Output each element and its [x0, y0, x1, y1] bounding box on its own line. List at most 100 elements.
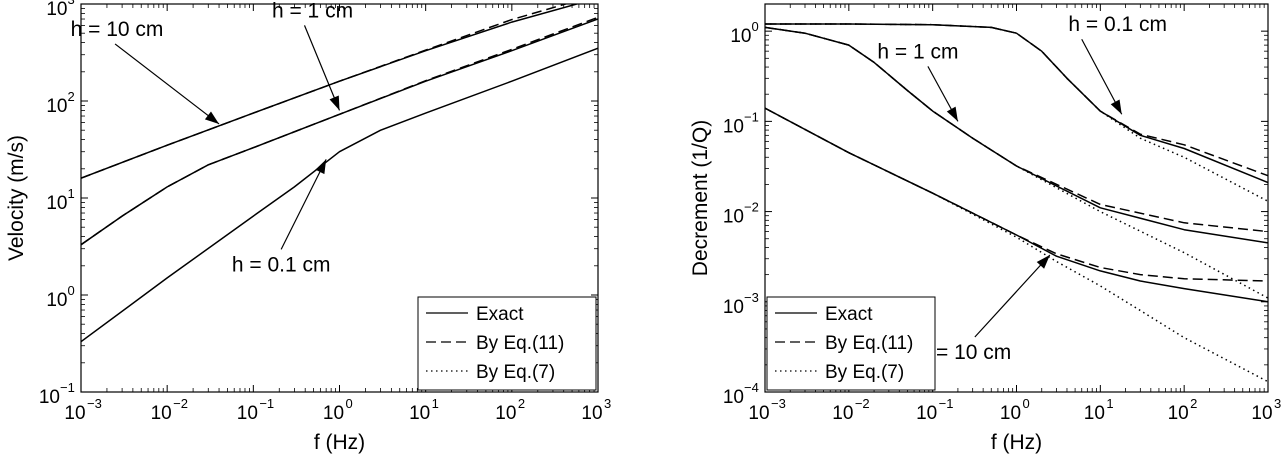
annotation-arrow	[1081, 38, 1123, 115]
x-tick-exponent: 1	[1106, 396, 1113, 411]
legend: Exact By Eq.(11) By Eq.(7)	[766, 296, 936, 391]
annotation-h-10-cm: h = 10 cm	[71, 18, 220, 125]
y-axis-label: Decrement (1/Q)	[689, 120, 712, 276]
annotation-arrow	[114, 43, 220, 125]
x-tick-label: 10	[323, 403, 344, 424]
x-tick-label: 10	[1251, 403, 1272, 424]
x-tick-label: 10	[1168, 403, 1189, 424]
y-tick-label: 10	[39, 387, 60, 408]
x-tick-exponent: 2	[1190, 396, 1197, 411]
arrow-head-icon	[329, 95, 340, 111]
x-axis-label: f (Hz)	[991, 431, 1042, 454]
arrow-head-icon	[204, 111, 220, 124]
x-tick-label: 10	[581, 403, 602, 424]
x-tick-label: 10	[409, 403, 430, 424]
x-axis-label: f (Hz)	[314, 431, 365, 454]
series-h-10-cm-exact	[765, 107, 1268, 303]
annotation-label: h = 1 cm	[272, 0, 353, 22]
legend: Exact By Eq.(11) By Eq.(7)	[417, 296, 597, 391]
y-tick-exponent: −4	[744, 380, 759, 395]
y-tick-exponent: −2	[744, 200, 759, 215]
y-axis-label: Velocity (m/s)	[5, 135, 28, 261]
x-tick-exponent: 3	[604, 396, 611, 411]
annotation-label: h = 10 cm	[918, 341, 1011, 364]
x-tick-exponent: −3	[87, 396, 102, 411]
x-tick-label: 10	[748, 403, 769, 424]
series-h-1-cm-by-eq-11	[765, 26, 1268, 233]
x-tick-label: 10	[151, 403, 172, 424]
annotation-label: h = 0.1 cm	[1068, 13, 1167, 36]
series-h-10-cm-by-eq-11	[81, 4, 569, 179]
y-tick-label: 10	[46, 0, 67, 20]
y-tick-exponent: −3	[744, 290, 759, 305]
series-group	[765, 23, 1268, 383]
y-tick-label: 10	[723, 116, 744, 137]
legend-label: Exact	[476, 304, 524, 325]
series-h-0-1-cm-exact	[81, 47, 598, 343]
series-h-1-cm-exact	[81, 18, 598, 246]
x-tick-label: 10	[64, 403, 85, 424]
x-tick-exponent: −3	[771, 396, 786, 411]
series-h-10-cm-by-eq-11	[765, 107, 1268, 282]
arrow-head-icon	[1110, 99, 1122, 115]
y-tick-exponent: 0	[752, 19, 759, 34]
legend-label: By Eq.(11)	[825, 333, 913, 354]
series-group	[81, 4, 598, 343]
arrow-head-icon	[1036, 255, 1050, 269]
y-tick-label: 10	[730, 26, 751, 47]
y-tick-label: 10	[723, 387, 744, 408]
x-tick-label: 10	[832, 403, 853, 424]
arrow-head-icon	[315, 159, 327, 175]
x-tick-label: 10	[1084, 403, 1105, 424]
x-tick-exponent: −2	[855, 396, 870, 411]
series-h-1-cm-by-eq-7	[765, 26, 1268, 299]
series-h-0-1-cm-exact	[765, 23, 1268, 184]
annotation-h-0-1-cm: h = 0.1 cm	[232, 159, 331, 276]
x-tick-exponent: 1	[432, 396, 439, 411]
x-tick-label: 10	[495, 403, 516, 424]
y-tick-exponent: −1	[60, 380, 75, 395]
x-tick-exponent: −1	[259, 396, 274, 411]
x-tick-label: 10	[237, 403, 258, 424]
x-tick-label: 10	[1000, 403, 1021, 424]
annotation-label: h = 0.1 cm	[232, 253, 331, 276]
y-tick-label: 10	[723, 297, 744, 318]
annotation-arrow	[303, 25, 341, 111]
series-h-1-cm-by-eq-11	[81, 16, 598, 246]
annotation-arrow	[974, 254, 1051, 338]
legend-label: Exact	[825, 304, 873, 325]
legend-box	[766, 296, 936, 391]
series-h-0-1-cm-by-eq-7	[765, 23, 1268, 202]
arrow-head-icon	[946, 106, 958, 122]
y-tick-exponent: 3	[68, 0, 75, 7]
y-tick-label: 10	[723, 207, 744, 228]
x-tick-exponent: −1	[939, 396, 954, 411]
x-tick-exponent: 0	[346, 396, 353, 411]
legend-label: By Eq.(7)	[825, 362, 904, 383]
x-tick-exponent: −2	[173, 396, 188, 411]
x-tick-exponent: 2	[518, 396, 525, 411]
legend-label: By Eq.(7)	[476, 362, 555, 383]
y-tick-exponent: 0	[68, 283, 75, 298]
y-tick-label: 10	[46, 193, 67, 214]
annotation-h-1-cm: h = 1 cm	[877, 40, 958, 122]
y-tick-label: 10	[46, 96, 67, 117]
annotation-h-1-cm: h = 1 cm	[272, 0, 353, 111]
y-tick-exponent: 1	[68, 186, 75, 201]
annotation-label: h = 10 cm	[71, 18, 164, 41]
x-tick-exponent: 0	[1023, 396, 1030, 411]
series-h-10-cm-by-eq-7	[765, 107, 1268, 383]
x-tick-exponent: 3	[1274, 396, 1281, 411]
annotation-h-0-1-cm: h = 0.1 cm	[1068, 13, 1167, 115]
x-tick-label: 10	[916, 403, 937, 424]
series-h-0-1-cm-by-eq-11	[765, 23, 1268, 177]
annotation-arrow	[280, 159, 327, 250]
y-tick-exponent: −1	[744, 109, 759, 124]
annotation-h-10-cm: h = 10 cm	[918, 254, 1051, 364]
legend-label: By Eq.(11)	[476, 333, 564, 354]
chart-1: 10−310−210−110010110210310−1100101102103…	[5, 0, 611, 454]
annotation-label: h = 1 cm	[877, 40, 958, 63]
series-h-1-cm-exact	[765, 26, 1268, 244]
y-tick-exponent: 2	[68, 89, 75, 104]
